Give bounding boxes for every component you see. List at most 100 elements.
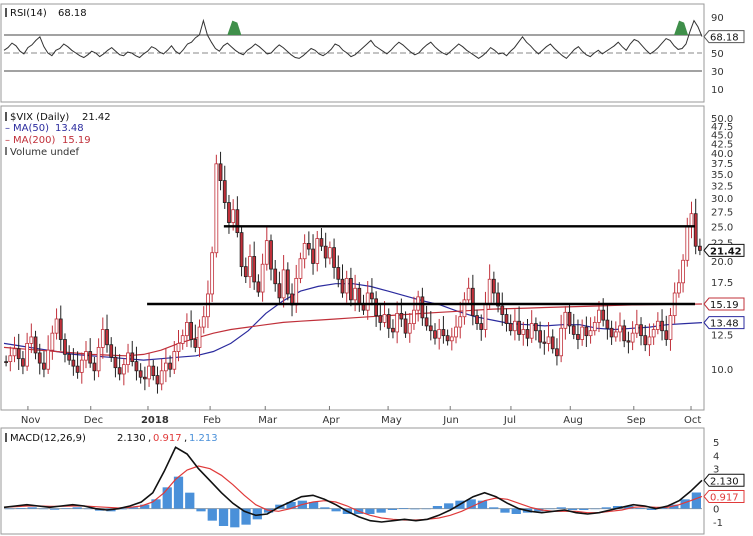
macd-histogram-bar [680, 499, 690, 509]
candle-body [193, 339, 198, 348]
candle-body [50, 332, 55, 351]
price-legend: $VIX (Daily) 21.42 – MA(50) 13.48 – MA(2… [5, 112, 111, 158]
candle-body [643, 335, 648, 346]
candle-body [546, 336, 551, 344]
candle-body [668, 315, 673, 340]
ma50-tag-label: 13.48 [710, 319, 739, 330]
candle-body [67, 353, 72, 361]
candle-body [214, 163, 219, 254]
macd-y-tick: 5 [713, 438, 719, 449]
candle-body [121, 364, 126, 375]
candle-body [311, 248, 315, 264]
price-frame [0, 105, 705, 411]
candle-body [252, 256, 257, 283]
candle-body [618, 325, 622, 333]
candle-body [4, 361, 8, 364]
price-last-tag-label: 21.42 [710, 246, 742, 257]
candle-body [172, 351, 177, 370]
candle-body [260, 263, 265, 293]
rsi-value-tag: 68.18 [703, 30, 745, 44]
price-y-tick: 35.0 [711, 170, 733, 181]
candle-body [328, 247, 332, 259]
macd-legend-label: MACD(12,26,9) [10, 433, 86, 444]
price-y-tick: 17.5 [711, 278, 733, 289]
macd-histogram-bar [252, 508, 262, 520]
rsi-line [3, 18, 703, 60]
rsi-y-tick: 10 [711, 85, 724, 96]
candle-body [336, 267, 341, 280]
price-legend-label: $VIX (Daily) [10, 112, 69, 123]
candle-body [382, 314, 387, 323]
candle-body [407, 323, 412, 334]
macd-histogram-bar [624, 506, 634, 509]
candle-body [555, 348, 559, 357]
rsi-legend-swatch [5, 8, 7, 17]
ma50-tag-shape [703, 316, 745, 330]
candle-body [563, 311, 568, 329]
candle-body [517, 320, 521, 335]
candle-body [601, 309, 606, 321]
candle-body [25, 342, 29, 367]
macd-histogram-bar [140, 504, 150, 509]
candle-body [681, 259, 685, 284]
candle-body [500, 305, 505, 315]
macd-histogram-bar [27, 507, 37, 509]
price-value-tags: 21.42 15.19 13.48 [703, 243, 745, 330]
candle-body [571, 325, 576, 335]
macd-legend-swatch [5, 433, 7, 442]
candle-body [130, 352, 135, 363]
macd-histogram-bar [320, 507, 330, 509]
candle-body [218, 163, 223, 182]
rsi-legend: RSI(14) 68.18 [5, 8, 87, 19]
candle-body [33, 336, 38, 354]
candle-body [454, 326, 458, 338]
macd-histogram-bar [669, 504, 679, 509]
price-y-tick: 47.5 [711, 122, 733, 133]
candle-body [664, 330, 669, 340]
macd-histogram-bar [16, 508, 26, 509]
candle-body [298, 258, 303, 279]
macd-histogram-bar [534, 508, 544, 512]
macd-histogram-bar [511, 508, 521, 514]
x-tick-label: Apr [322, 415, 340, 426]
candle-body [349, 277, 353, 301]
candle-body [227, 202, 231, 223]
candle-body [63, 339, 67, 355]
candle-body [534, 323, 538, 332]
macd-histogram-bar [185, 492, 195, 509]
candle-body [142, 376, 147, 380]
candle-body [458, 316, 463, 328]
ma200-legend-label: MA(200) [13, 135, 55, 146]
volume-legend-swatch [5, 147, 7, 155]
ma50-line [3, 283, 703, 361]
candle-body [445, 335, 450, 342]
candle-body [576, 334, 580, 340]
candle-body [592, 322, 597, 332]
candle-body [479, 323, 484, 330]
price-y-tick: 25.0 [711, 222, 733, 233]
macd-legend-value-2: 0.917 [153, 433, 182, 444]
candle-body [651, 329, 656, 338]
macd-frame [0, 427, 705, 535]
macd-lines [3, 446, 703, 523]
candle-body [538, 330, 542, 343]
candle-body [84, 351, 88, 361]
candle-body [54, 318, 59, 334]
candle-body [264, 240, 269, 265]
candle-body [277, 283, 282, 299]
price-panel: 50.047.545.042.540.037.535.032.5 30.0 27.5… [0, 105, 745, 426]
macd-histogram-bar [230, 508, 240, 528]
x-tick-label: May [381, 415, 402, 426]
rsi-y-tick: 30 [711, 67, 724, 78]
price-y-tick: 37.5 [711, 159, 733, 170]
macd-histogram-bar [432, 506, 443, 509]
candle-body [508, 323, 513, 332]
candle-body [235, 209, 240, 234]
candle-body [504, 314, 509, 324]
macd-histogram-bar [207, 508, 217, 521]
macd-tag-label-1: 0.917 [710, 492, 739, 503]
candle-body [243, 266, 248, 278]
candle-body [622, 325, 627, 342]
candle-body [159, 370, 164, 385]
